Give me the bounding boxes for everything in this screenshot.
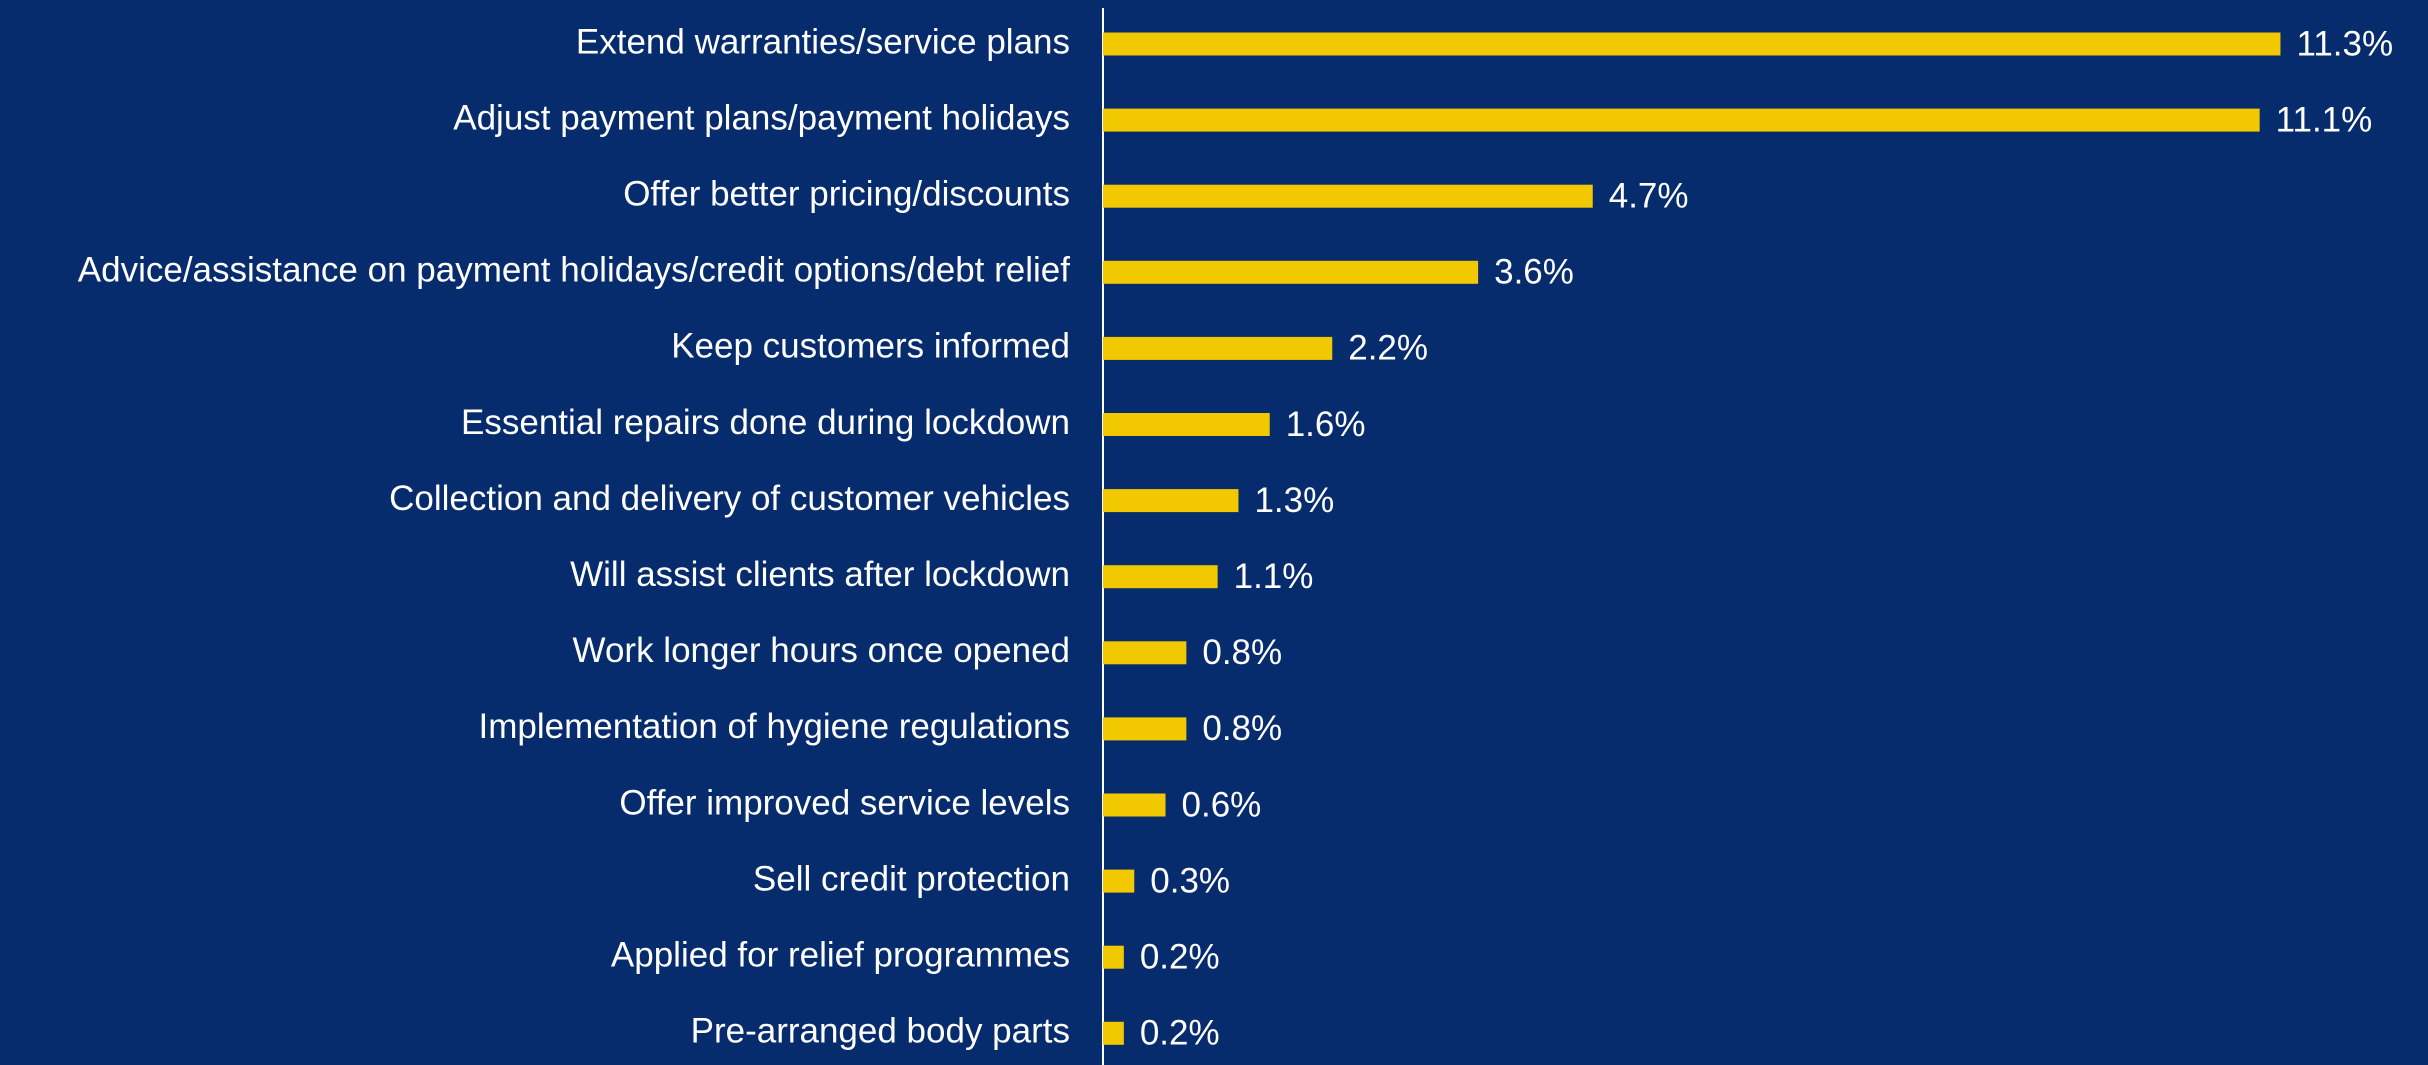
category-label: Essential repairs done during lockdown (461, 403, 1070, 442)
category-label: Advice/assistance on payment holidays/cr… (78, 251, 1070, 290)
category-label: Extend warranties/service plans (576, 22, 1070, 61)
category-label: Offer improved service levels (619, 783, 1070, 822)
data-label: 11.3% (2296, 24, 2393, 63)
category-label: Implementation of hygiene regulations (479, 707, 1070, 746)
category-label: Applied for relief programmes (611, 935, 1070, 974)
data-label: 2.2% (1348, 329, 1428, 368)
bar (1103, 793, 1166, 817)
data-label: 0.2% (1140, 1014, 1220, 1053)
data-label: 0.3% (1150, 861, 1230, 900)
data-label: 0.8% (1202, 709, 1282, 748)
category-label: Sell credit protection (753, 859, 1070, 898)
data-label: 0.6% (1182, 785, 1262, 824)
bar (1103, 184, 1593, 208)
category-label: Keep customers informed (671, 327, 1070, 366)
bar (1103, 336, 1333, 360)
bar (1103, 260, 1479, 284)
bar (1103, 108, 2260, 132)
category-label: Adjust payment plans/payment holidays (453, 98, 1070, 137)
data-label: 3.6% (1494, 253, 1574, 292)
bar (1103, 413, 1270, 436)
data-label: 11.1% (2276, 100, 2373, 139)
data-label: 4.7% (1609, 176, 1689, 215)
data-label: 0.8% (1202, 633, 1282, 672)
bar (1103, 489, 1239, 513)
bar (1103, 1021, 1124, 1045)
bar (1103, 869, 1135, 893)
bar (1103, 641, 1187, 665)
category-label: Work longer hours once opened (573, 631, 1070, 670)
bar (1103, 565, 1218, 589)
data-label: 0.2% (1140, 937, 1220, 976)
category-label: Collection and delivery of customer vehi… (389, 479, 1070, 518)
data-label: 1.6% (1286, 405, 1366, 444)
bar (1103, 717, 1187, 741)
category-label: Pre-arranged body parts (691, 1012, 1070, 1051)
bar (1103, 945, 1124, 969)
data-label: 1.1% (1234, 557, 1314, 596)
data-label: 1.3% (1254, 481, 1334, 520)
category-label: Will assist clients after lockdown (570, 555, 1070, 594)
category-label: Offer better pricing/discounts (623, 174, 1070, 213)
bar (1103, 32, 2281, 56)
